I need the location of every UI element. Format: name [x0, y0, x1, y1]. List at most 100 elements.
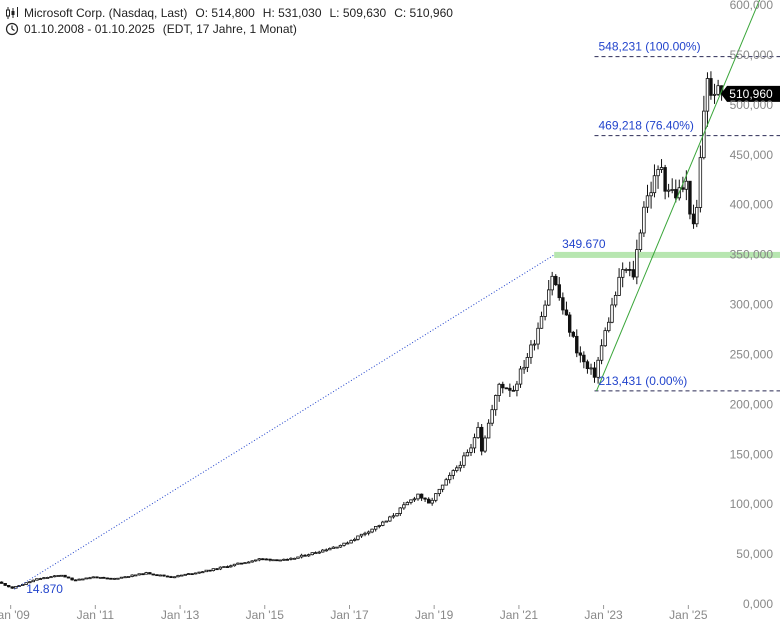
candle-body	[550, 275, 554, 291]
candle-body	[183, 573, 187, 576]
candle-body	[28, 581, 32, 584]
candle-body	[578, 352, 583, 356]
candle-body	[666, 189, 671, 192]
candle-body	[292, 557, 297, 560]
chart-annotations: 548,231 (100.00%) 469,218 (76.40%) 213,431…	[13, 0, 780, 596]
candle-body	[331, 546, 336, 549]
candle-body	[567, 314, 572, 333]
candle-body	[306, 554, 311, 557]
candle-body	[592, 367, 597, 378]
candle-body	[582, 354, 586, 363]
y-tick-label: 450,000	[730, 148, 774, 162]
candle-body	[610, 304, 614, 323]
candle-body	[465, 451, 470, 457]
candle-body	[225, 566, 230, 568]
candle-body	[532, 343, 537, 346]
low-value: L: 509,630	[329, 6, 387, 20]
high-value: H: 531,030	[262, 6, 322, 20]
candle-body	[398, 507, 402, 514]
candle-body	[698, 157, 703, 208]
x-tick-label: Jan '13	[161, 608, 200, 622]
candle-body	[112, 577, 117, 580]
candle-body	[91, 576, 96, 579]
candle-body	[412, 498, 417, 501]
date-range: 01.10.2008 - 01.10.2025	[24, 22, 155, 36]
candle-body	[353, 538, 357, 541]
candle-body	[359, 533, 364, 537]
candle-body	[529, 344, 533, 358]
candle-body	[674, 189, 678, 199]
candle-body	[31, 579, 35, 583]
candle-body	[232, 563, 237, 567]
x-tick-label: Jan '21	[500, 608, 539, 622]
candle-body	[236, 562, 240, 565]
candle-body	[338, 544, 343, 548]
candle-body	[296, 556, 300, 559]
candle-body	[585, 361, 590, 370]
candle-body	[151, 573, 155, 576]
candle-body	[285, 558, 290, 561]
candle-body	[402, 504, 406, 509]
candle-body	[395, 513, 399, 517]
candle-body	[515, 383, 519, 392]
candle-body	[691, 213, 696, 225]
candle-body	[613, 295, 618, 306]
last-price-tag	[721, 85, 780, 102]
x-tick-label: Jan '25	[669, 608, 708, 622]
candle-body	[282, 558, 286, 561]
candle-body	[144, 572, 148, 575]
y-tick-label: 200,000	[730, 397, 774, 411]
candle-body	[66, 576, 71, 579]
y-tick-label: 300,000	[730, 298, 774, 312]
candle-body	[426, 498, 431, 504]
candle-body	[536, 327, 540, 345]
candle-body	[299, 554, 304, 558]
fib-level-label: 548,231 (100.00%)	[599, 40, 701, 54]
candle-body	[508, 387, 512, 391]
candle-body	[204, 569, 208, 573]
candle-body	[10, 586, 14, 589]
candle-body	[663, 167, 667, 192]
candle-body	[45, 577, 50, 579]
x-tick-label: Jan '15	[246, 608, 285, 622]
candle-body	[52, 575, 57, 578]
candle-body	[320, 549, 325, 553]
candle-body	[501, 383, 505, 389]
candle-body	[264, 558, 269, 561]
candle-body	[342, 542, 346, 546]
candle-body	[469, 447, 473, 453]
candle-body	[239, 562, 244, 565]
instrument-name: Microsoft Corp. (Nasdaq, Last)	[24, 6, 188, 20]
last-price-label: 510,960	[729, 87, 773, 101]
candle-body	[155, 574, 159, 577]
candle-body	[511, 389, 516, 392]
candle-body	[635, 249, 639, 278]
candle-body	[310, 552, 314, 556]
y-tick-label: 500,000	[730, 98, 774, 112]
candle-body	[483, 437, 487, 452]
candle-body	[645, 195, 650, 208]
candle-body	[688, 180, 692, 215]
candle-body	[324, 549, 328, 552]
candle-body	[356, 535, 360, 540]
candle-body	[670, 189, 674, 191]
candle-body	[695, 207, 699, 225]
instrument-row: Microsoft Corp. (Nasdaq, Last) O: 514,80…	[5, 5, 453, 21]
candle-body	[35, 578, 39, 581]
x-tick-label: Jan '19	[415, 608, 454, 622]
candle-body	[525, 357, 530, 368]
uptrend-line	[596, 0, 761, 392]
candle-body	[659, 167, 664, 170]
candle-body	[215, 568, 219, 571]
candle-body	[607, 321, 611, 332]
candle-body	[381, 521, 385, 526]
candle-body	[554, 275, 558, 286]
candle-body	[77, 578, 81, 581]
candle-body	[116, 577, 120, 580]
candle-body	[642, 206, 646, 234]
candle-body	[684, 180, 689, 190]
candle-body	[419, 493, 424, 499]
chart-header: Microsoft Corp. (Nasdaq, Last) O: 514,80…	[5, 5, 453, 37]
y-tick-label: 400,000	[730, 198, 774, 212]
